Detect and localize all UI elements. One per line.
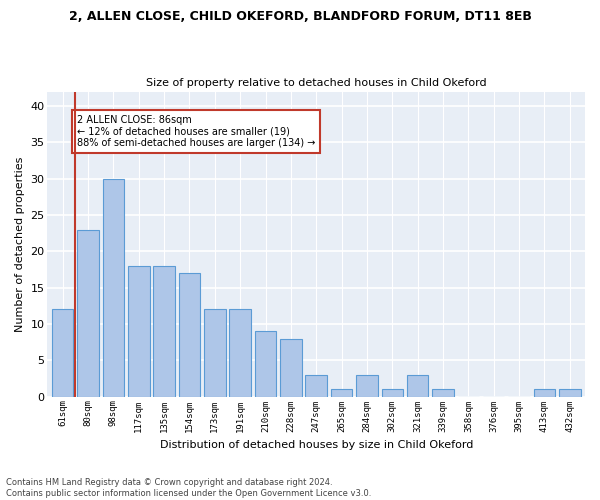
Bar bbox=[559, 390, 581, 396]
Bar bbox=[229, 310, 251, 396]
Bar bbox=[382, 390, 403, 396]
Bar bbox=[407, 375, 428, 396]
Bar bbox=[128, 266, 149, 396]
Bar bbox=[356, 375, 378, 396]
Bar bbox=[77, 230, 99, 396]
Bar bbox=[179, 273, 200, 396]
Bar bbox=[154, 266, 175, 396]
Bar bbox=[305, 375, 327, 396]
Bar bbox=[103, 178, 124, 396]
Bar bbox=[52, 310, 73, 396]
X-axis label: Distribution of detached houses by size in Child Okeford: Distribution of detached houses by size … bbox=[160, 440, 473, 450]
Bar bbox=[204, 310, 226, 396]
Text: 2, ALLEN CLOSE, CHILD OKEFORD, BLANDFORD FORUM, DT11 8EB: 2, ALLEN CLOSE, CHILD OKEFORD, BLANDFORD… bbox=[68, 10, 532, 23]
Bar bbox=[533, 390, 555, 396]
Bar bbox=[255, 332, 276, 396]
Bar bbox=[280, 338, 302, 396]
Title: Size of property relative to detached houses in Child Okeford: Size of property relative to detached ho… bbox=[146, 78, 487, 88]
Bar bbox=[432, 390, 454, 396]
Bar bbox=[331, 390, 352, 396]
Text: Contains HM Land Registry data © Crown copyright and database right 2024.
Contai: Contains HM Land Registry data © Crown c… bbox=[6, 478, 371, 498]
Text: 2 ALLEN CLOSE: 86sqm
← 12% of detached houses are smaller (19)
88% of semi-detac: 2 ALLEN CLOSE: 86sqm ← 12% of detached h… bbox=[77, 115, 315, 148]
Y-axis label: Number of detached properties: Number of detached properties bbox=[15, 156, 25, 332]
